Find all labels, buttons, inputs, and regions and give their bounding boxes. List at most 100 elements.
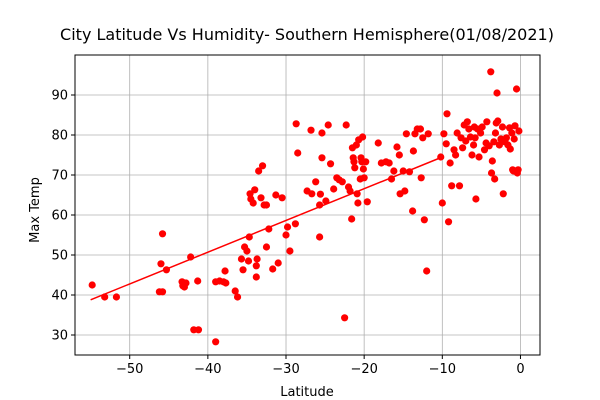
data-point [112,293,121,301]
data-point [274,259,282,267]
data-point [387,175,396,183]
x-axis-label: Latitude [280,385,334,400]
data-point [390,167,398,175]
data-point [480,146,489,154]
data-point [477,129,485,137]
data-point [255,167,263,175]
data-point [257,194,265,202]
data-point [253,255,261,263]
data-point [326,160,335,168]
data-point [420,216,428,224]
data-point [451,151,460,159]
data-point [409,147,417,155]
data-point [514,166,522,174]
data-point [463,118,471,126]
data-point [448,182,456,190]
data-point [363,198,371,206]
data-point [221,267,229,275]
data-point [508,129,516,137]
data-point [237,255,246,263]
data-point [487,68,495,76]
data-point [294,149,302,157]
data-point [157,260,165,268]
data-point [424,130,432,138]
data-point [351,164,359,172]
data-point [468,151,476,159]
data-point [462,137,470,145]
data-point [322,197,330,205]
data-point [316,190,324,198]
data-point [158,230,167,238]
data-point [512,85,521,93]
data-point [465,125,473,133]
data-point [272,191,280,199]
data-point [419,134,427,142]
data-point [472,195,480,203]
data-point [469,141,478,149]
data-point [265,225,273,233]
data-point [483,118,491,126]
data-point [446,159,454,167]
data-point [395,151,403,159]
y-tick-label: 80 [51,129,68,144]
data-point [318,154,326,162]
data-point [292,120,300,128]
data-point [252,262,260,270]
data-point [374,139,382,147]
data-point [162,266,171,274]
y-tick-label: 30 [51,329,68,344]
data-point [440,130,448,138]
data-point [444,218,453,226]
data-point [291,220,299,228]
data-point [282,231,290,239]
x-tick-label: −30 [272,362,299,377]
data-point [455,182,464,190]
data-point [471,134,479,142]
data-point [330,185,338,193]
data-point [312,178,320,186]
axis-ticks: −50 −40 −30 −20 −10 0 30 40 50 60 70 80 90 [51,89,524,378]
data-point [459,144,467,152]
plot-area-frame [74,54,541,356]
data-point [262,243,271,251]
data-point [324,121,332,129]
data-point [231,287,239,295]
data-point [490,138,498,146]
data-point [495,141,503,149]
x-tick-label: −40 [194,362,221,377]
y-tick-label: 60 [51,209,68,224]
data-point [417,174,425,182]
data-point [416,125,425,133]
data-point [212,338,220,346]
data-points [88,68,523,346]
data-point [222,279,230,287]
data-point [358,133,367,141]
data-point [359,165,367,173]
data-point [194,277,202,285]
data-point [485,142,493,150]
data-point [182,279,190,287]
data-point [442,140,450,148]
data-point [269,265,277,273]
y-tick-label: 90 [51,89,68,104]
data-point [239,266,247,274]
data-point [354,199,362,207]
data-point [252,273,260,281]
x-tick-label: −20 [350,362,377,377]
data-point [307,126,315,134]
data-point [341,314,349,322]
y-tick-label: 40 [51,289,68,304]
data-point [401,187,409,195]
data-point [475,153,483,161]
data-point [338,178,346,186]
data-point [316,201,324,209]
data-point [402,130,410,138]
data-point [251,186,259,194]
y-tick-label: 50 [51,249,68,264]
data-point [405,168,414,176]
data-point [515,127,523,135]
data-point [101,293,109,301]
data-point [453,129,461,137]
data-point [393,143,401,151]
